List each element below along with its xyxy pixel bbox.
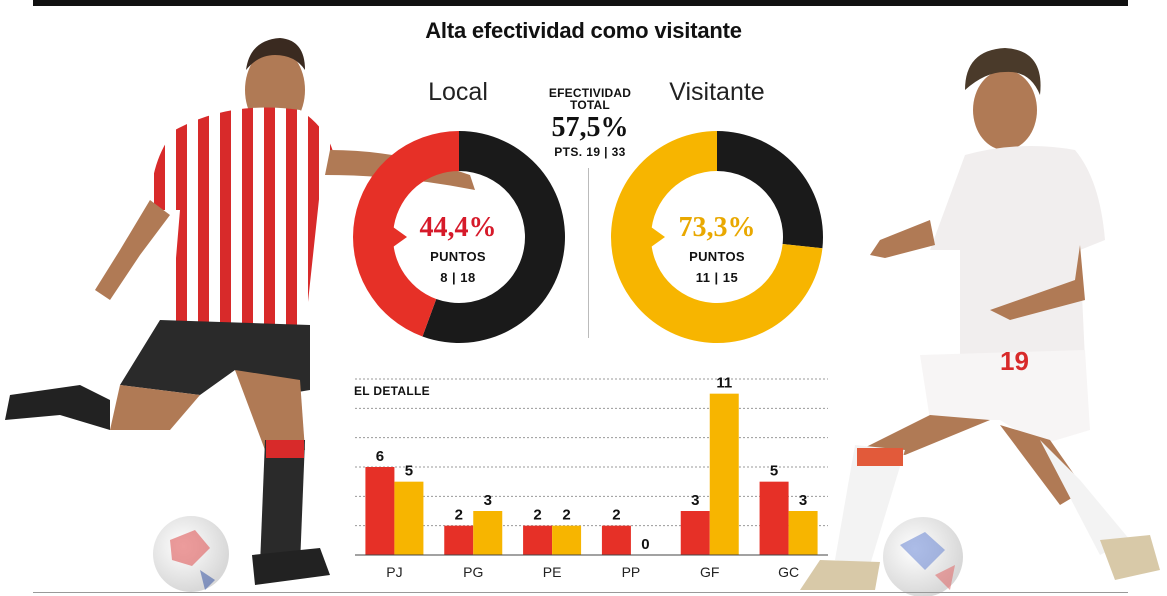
- local-points-label: PUNTOS: [430, 249, 486, 264]
- local-label: Local: [428, 78, 488, 106]
- category-label-pg: PG: [463, 564, 483, 580]
- visitante-remainder-slice: [717, 131, 823, 249]
- bar-gf-series-1: [680, 511, 710, 555]
- efectividad-points: PTS. 19 | 33: [554, 145, 626, 159]
- bar-pj-series-2: [394, 481, 424, 555]
- data-label-pp-series-2: 0: [641, 536, 649, 553]
- bar-pg-series-2: [473, 511, 503, 555]
- local-donut: [353, 131, 565, 343]
- local-pointer: [393, 227, 407, 247]
- data-label-gf-series-2: 11: [716, 375, 732, 392]
- category-label-gf: GF: [700, 564, 719, 580]
- local-center: 44,4% PUNTOS 8 | 18: [383, 212, 533, 286]
- efectividad-total: EFECTIVIDAD TOTAL 57,5% PTS. 19 | 33: [530, 87, 650, 159]
- local-points: 8 | 18: [440, 270, 476, 285]
- category-label-pp: PP: [622, 564, 641, 580]
- visitante-points-label: PUNTOS: [689, 249, 745, 264]
- divider-line: [588, 168, 589, 338]
- bar-gc-series-2: [788, 511, 818, 555]
- data-label-pj-series-1: 6: [376, 448, 384, 465]
- local-percent: 44,4%: [419, 212, 497, 243]
- visitante-donut: [611, 131, 823, 343]
- visitante-label: Visitante: [669, 78, 765, 106]
- data-label-pj-series-2: 5: [405, 463, 413, 480]
- data-label-gc-series-2: 3: [799, 492, 807, 509]
- category-label-gc: GC: [778, 564, 799, 580]
- chart-title: EL DETALLE: [354, 384, 430, 398]
- category-label-pe: PE: [543, 564, 562, 580]
- local-points-slice: [353, 131, 459, 337]
- bar-gc-series-1: [759, 481, 789, 555]
- visitante-center: 73,3% PUNTOS 11 | 15: [642, 212, 792, 286]
- svg-text:19: 19: [1000, 346, 1029, 376]
- visitante-pointer: [651, 227, 665, 247]
- bar-pg-series-1: [444, 525, 474, 555]
- local-remainder-slice: [422, 131, 565, 343]
- bar-pe-series-2: [552, 525, 582, 555]
- visitante-points: 11 | 15: [695, 270, 739, 285]
- category-label-pj: PJ: [386, 564, 402, 580]
- visitante-percent: 73,3%: [678, 212, 756, 243]
- data-label-gf-series-1: 3: [691, 492, 699, 509]
- bar-gf-series-2: [709, 393, 739, 555]
- page-title: Alta efectividad como visitante: [425, 18, 742, 43]
- data-label-pe-series-1: 2: [533, 507, 541, 524]
- data-label-pp-series-1: 2: [612, 507, 620, 524]
- top-rule: [33, 0, 1128, 6]
- visitante-points-slice: [611, 131, 823, 343]
- efectividad-label: EFECTIVIDAD TOTAL: [548, 86, 632, 112]
- data-label-pg-series-1: 2: [455, 507, 463, 524]
- data-label-pg-series-2: 3: [484, 492, 492, 509]
- data-label-pe-series-2: 2: [562, 507, 570, 524]
- data-label-gc-series-1: 5: [770, 463, 778, 480]
- bar-pj-series-1: [365, 467, 395, 555]
- bar-pe-series-1: [523, 525, 553, 555]
- efectividad-value: 57,5%: [551, 112, 629, 143]
- bar-pp-series-1: [601, 525, 631, 555]
- bottom-rule: [33, 592, 1128, 593]
